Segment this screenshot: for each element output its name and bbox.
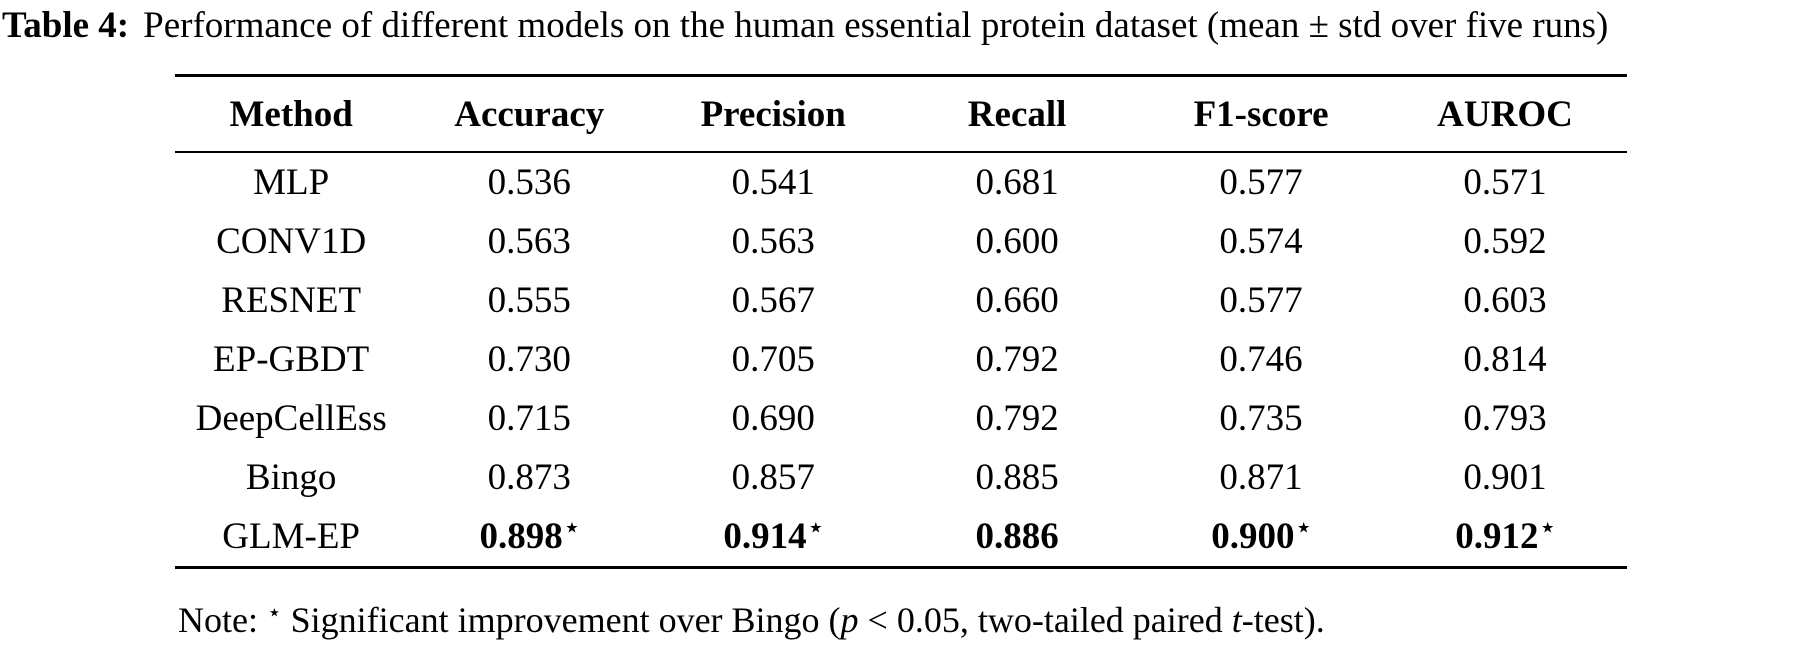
results-table: Method Accuracy Precision Recall F1-score AUR… (175, 74, 1627, 569)
metric-cell: 0.814 (1463, 339, 1547, 380)
column-header-f1-score: F1-score (1139, 75, 1383, 153)
note-text: Note: (178, 600, 267, 640)
metric-cell: 0.571 (1463, 162, 1547, 203)
metric-cell: 0.898⋆ (479, 515, 580, 557)
method-cell: EP-GBDT (213, 339, 370, 380)
column-header-method: Method (175, 75, 408, 153)
table-row-bingo: Bingo 0.873 0.857 0.885 0.871 0.901 (175, 448, 1627, 507)
significance-star: ⋆ (266, 600, 282, 627)
column-header-auroc: AUROC (1383, 75, 1627, 153)
metric-cell: 0.857 (731, 457, 815, 498)
metric-cell: 0.792 (975, 398, 1059, 439)
metric-cell: 0.681 (975, 162, 1059, 203)
table-caption-label: Table 4: (2, 5, 130, 46)
method-cell: MLP (253, 162, 330, 203)
metric-cell: 0.600 (975, 221, 1059, 262)
metric-cell: 0.690 (731, 398, 815, 439)
metric-cell: 0.746 (1219, 339, 1303, 380)
metric-cell: 0.563 (731, 221, 815, 262)
note-italic-term: p (840, 600, 859, 640)
column-header-precision: Precision (651, 75, 896, 153)
significance-star: ⋆ (1296, 515, 1311, 541)
metric-cell: 0.536 (487, 162, 571, 203)
method-cell: DeepCellEss (195, 398, 387, 439)
method-cell: GLM-EP (222, 516, 361, 557)
significance-star: ⋆ (564, 515, 580, 541)
method-cell: Bingo (245, 457, 337, 498)
table-row-mlp: MLP 0.536 0.541 0.681 0.577 0.571 (175, 152, 1627, 212)
table-caption-text: Performance of different models on the h… (143, 5, 1609, 46)
metric-cell: 0.886 (975, 516, 1059, 557)
metric-cell: 0.873 (487, 457, 571, 498)
metric-cell: 0.871 (1219, 457, 1303, 498)
note-text: < 0.05, two-tailed paired (858, 600, 1232, 640)
significance-star: ⋆ (1540, 515, 1555, 541)
column-header-recall: Recall (895, 75, 1140, 153)
table-body: MLP 0.536 0.541 0.681 0.577 0.571 CONV1D 0.563 0… (175, 152, 1627, 568)
metric-cell: 0.912⋆ (1455, 515, 1555, 557)
metric-cell: 0.577 (1219, 162, 1303, 203)
metric-cell: 0.705 (731, 339, 815, 380)
method-cell: RESNET (221, 280, 362, 321)
metric-cell: 0.715 (487, 398, 571, 439)
metric-cell: 0.603 (1463, 280, 1547, 321)
note-italic-term: t (1231, 600, 1242, 640)
metric-cell: 0.574 (1219, 221, 1303, 262)
note-text: -test). (1241, 600, 1325, 640)
metric-cell: 0.901 (1463, 457, 1547, 498)
metric-cell: 0.730 (487, 339, 571, 380)
table-row-conv1d: CONV1D 0.563 0.563 0.600 0.574 0.592 (175, 212, 1627, 271)
method-cell: CONV1D (216, 221, 367, 262)
metric-cell: 0.660 (975, 280, 1059, 321)
table-row-deepcelless: DeepCellEss 0.715 0.690 0.792 0.735 0.793 (175, 389, 1627, 448)
metric-cell: 0.541 (731, 162, 815, 203)
metric-cell: 0.577 (1219, 280, 1303, 321)
table-row-glm-ep: GLM-EP 0.898⋆ 0.914⋆ 0.886 0.900⋆ 0.912⋆ (175, 507, 1627, 568)
table-caption: Table 4: Performance of different models … (0, 0, 1802, 50)
metric-cell: 0.563 (487, 221, 571, 262)
metric-cell: 0.735 (1219, 398, 1303, 439)
table-header-row: Method Accuracy Precision Recall F1-score AUR… (175, 75, 1627, 153)
metric-cell: 0.900⋆ (1211, 515, 1311, 557)
metric-cell: 0.885 (975, 457, 1059, 498)
table-note: Note: ⋆ Significant improvement over Bin… (178, 599, 1802, 641)
note-text: Significant improvement over Bingo ( (281, 600, 841, 640)
significance-star: ⋆ (808, 515, 823, 541)
column-header-accuracy: Accuracy (407, 75, 652, 153)
table-row-resnet: RESNET 0.555 0.567 0.660 0.577 0.603 (175, 271, 1627, 330)
metric-cell: 0.793 (1463, 398, 1547, 439)
table-row-ep-gbdt: EP-GBDT 0.730 0.705 0.792 0.746 0.814 (175, 330, 1627, 389)
metric-cell: 0.914⋆ (723, 515, 823, 557)
metric-cell: 0.567 (731, 280, 815, 321)
metric-cell: 0.592 (1463, 221, 1547, 262)
metric-cell: 0.555 (487, 280, 571, 321)
table-header: Method Accuracy Precision Recall F1-score AUR… (175, 75, 1627, 153)
metric-cell: 0.792 (975, 339, 1059, 380)
